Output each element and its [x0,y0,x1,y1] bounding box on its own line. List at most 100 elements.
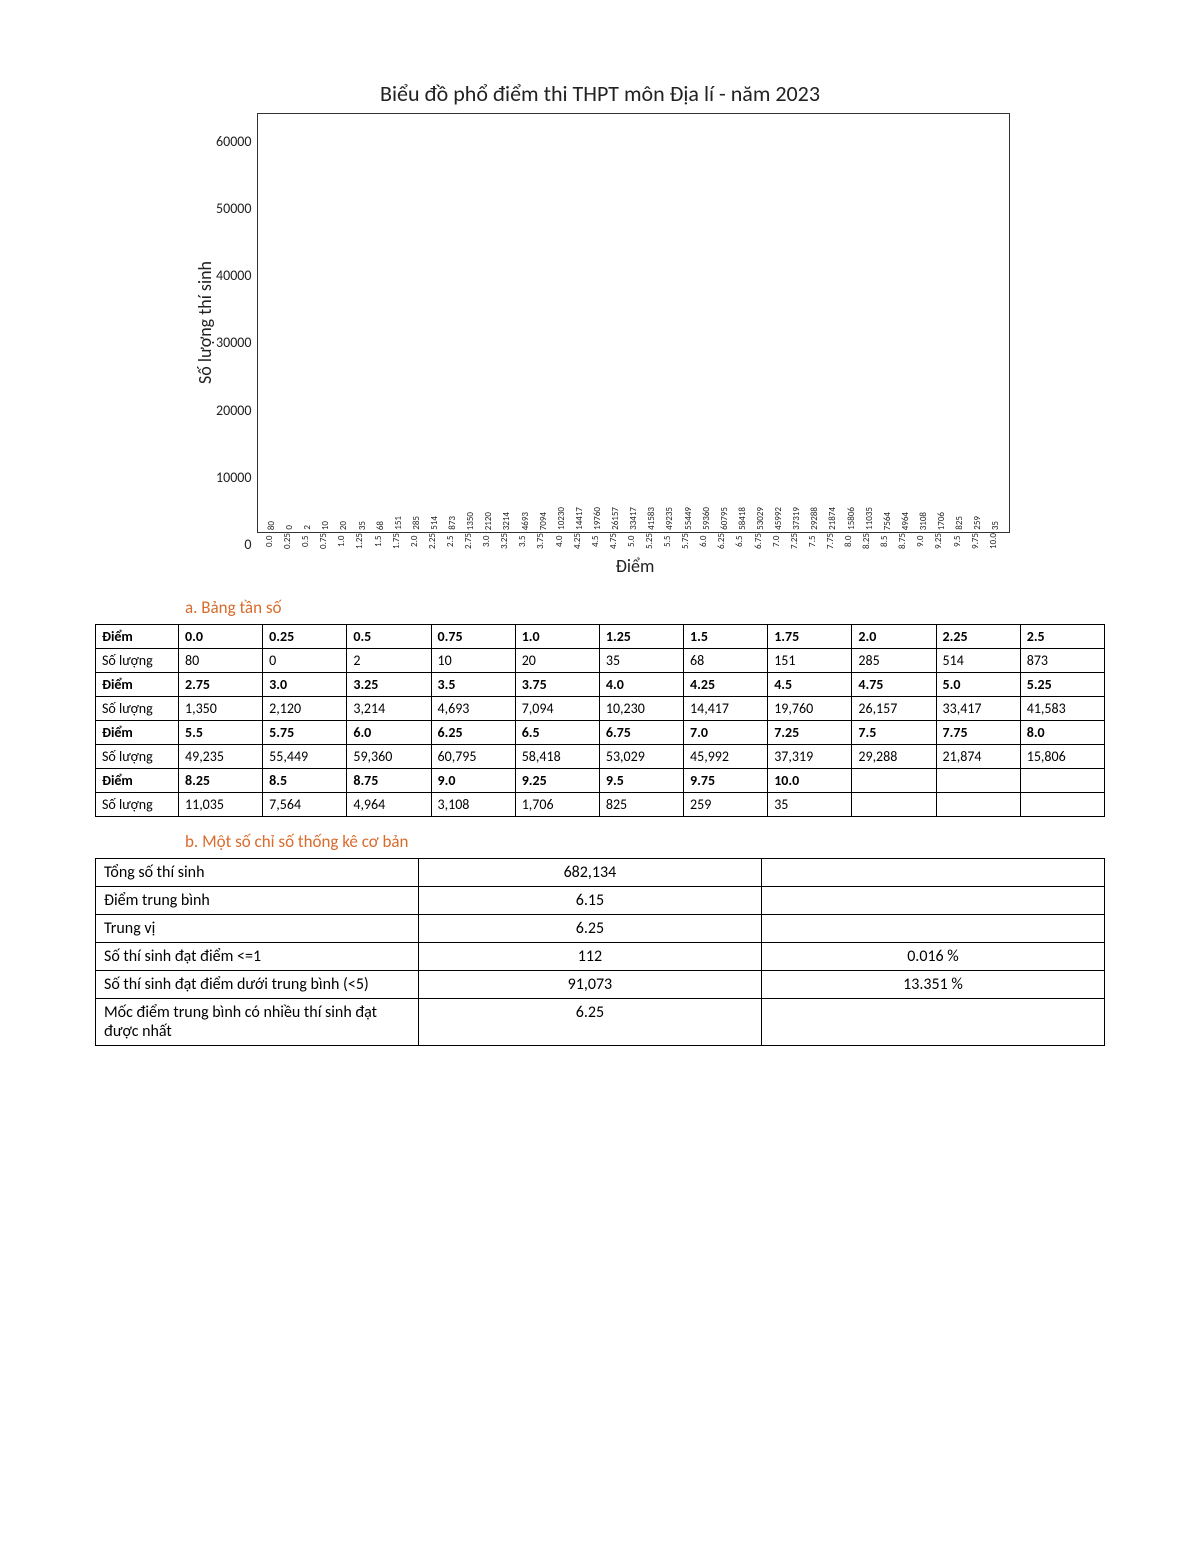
freq-count-cell: 58,418 [515,744,599,768]
freq-score-cell: 2.5 [1020,624,1104,648]
freq-score-cell: 9.25 [515,768,599,792]
freq-count-cell: 1,350 [179,696,263,720]
freq-count-cell: 10 [431,648,515,672]
freq-score-cell: 3.0 [263,672,347,696]
freq-count-cell: 41,583 [1020,696,1104,720]
bar-value-label: 3108 [918,512,929,530]
freq-count-cell: 2 [347,648,431,672]
freq-row-label: Số lượng [96,744,179,768]
freq-score-cell: 7.25 [768,720,852,744]
x-tick: 5.25 [644,533,662,551]
freq-row-label: Điểm [96,672,179,696]
x-tick: 3.5 [517,533,535,551]
freq-row-label: Điểm [96,768,179,792]
freq-count-cell: 35 [599,648,683,672]
bar-value-label: 10 [320,521,331,530]
bar-value-label: 41583 [646,507,657,530]
bar-slot: 0 [281,525,299,532]
bar-slot: 825 [951,516,969,532]
bar-value-label: 4693 [520,512,531,530]
x-tick: 2.5 [445,533,463,551]
bar-value-label: 259 [972,516,983,530]
freq-count-cell: 873 [1020,648,1104,672]
bar-slot: 19760 [588,507,606,532]
bar-slot: 58418 [733,507,751,532]
score-distribution-chart: Biểu đồ phổ điểm thi THPT môn Địa lí - n… [190,80,1010,577]
bar-value-label: 33417 [628,507,639,530]
bar-slot: 59360 [697,507,715,532]
freq-score-cell: 10.0 [768,768,852,792]
bar-slot: 21874 [824,507,842,532]
freq-score-cell: 4.5 [768,672,852,696]
stat-key: Số thí sinh đạt điểm <=1 [96,942,419,970]
stat-percent [761,886,1104,914]
freq-count-cell: 4,964 [347,792,431,816]
bar-slot: 7094 [534,512,552,532]
bar-value-label: 7564 [882,512,893,530]
freq-score-cell [852,768,936,792]
bar-slot: 4964 [896,512,914,532]
x-tick: 8.5 [879,533,897,551]
freq-score-cell: 4.25 [684,672,768,696]
bar-slot: 2 [299,525,317,532]
bar-value-label: 10230 [556,507,567,530]
x-tick: 5.5 [662,533,680,551]
freq-count-cell: 0 [263,648,347,672]
bar-slot: 45992 [770,507,788,532]
bar-value-label: 11035 [864,507,875,530]
bar-value-label: 60795 [719,507,730,530]
freq-count-cell: 285 [852,648,936,672]
freq-score-cell: 6.75 [599,720,683,744]
freq-score-cell: 4.0 [599,672,683,696]
freq-score-cell: 6.25 [431,720,515,744]
stat-key: Mốc điểm trung bình có nhiều thí sinh đạ… [96,998,419,1045]
x-tick: 9.75 [970,533,988,551]
stat-value: 6.15 [418,886,761,914]
freq-count-cell [1020,792,1104,816]
stat-key: Tổng số thí sinh [96,858,419,886]
freq-count-cell: 11,035 [179,792,263,816]
bar-value-label: 15806 [846,507,857,530]
x-tick: 2.0 [409,533,427,551]
x-tick: 6.25 [716,533,734,551]
freq-count-cell: 1,706 [515,792,599,816]
freq-score-cell: 8.0 [1020,720,1104,744]
x-tick: 9.5 [952,533,970,551]
freq-score-cell: 0.5 [347,624,431,648]
bar-value-label: 80 [266,521,277,530]
bar-value-label: 3214 [501,512,512,530]
bar-slot: 26157 [607,507,625,532]
x-tick: 8.0 [843,533,861,551]
stat-value: 112 [418,942,761,970]
freq-count-cell [936,792,1020,816]
x-tick: 6.75 [753,533,771,551]
y-axis-ticks: 6000050000400003000020000100000 [216,113,257,553]
x-tick: 0.0 [264,533,282,551]
freq-score-cell: 2.75 [179,672,263,696]
freq-score-cell: 8.5 [263,768,347,792]
y-tick: 0 [244,536,251,553]
freq-score-cell: 2.0 [852,624,936,648]
freq-count-cell: 49,235 [179,744,263,768]
bar-value-label: 59360 [701,507,712,530]
bar-slot: 29288 [806,507,824,532]
stat-percent [761,998,1104,1045]
bar-slot: 10230 [552,507,570,532]
bar-slot: 55449 [679,507,697,532]
chart-title: Biểu đồ phổ điểm thi THPT môn Địa lí - n… [190,80,1010,107]
bar-value-label: 29288 [809,507,820,530]
freq-count-cell: 14,417 [684,696,768,720]
stat-value: 682,134 [418,858,761,886]
freq-count-cell: 7,564 [263,792,347,816]
bar-value-label: 873 [447,516,458,530]
freq-count-cell: 55,449 [263,744,347,768]
freq-score-cell: 1.75 [768,624,852,648]
bar-value-label: 45992 [773,507,784,530]
y-axis-label: Số lượng thí sinh [190,113,216,533]
freq-score-cell: 6.5 [515,720,599,744]
freq-count-cell: 80 [179,648,263,672]
freq-score-cell: 9.0 [431,768,515,792]
bar-value-label: 49235 [664,507,675,530]
freq-count-cell: 15,806 [1020,744,1104,768]
x-tick: 1.5 [373,533,391,551]
